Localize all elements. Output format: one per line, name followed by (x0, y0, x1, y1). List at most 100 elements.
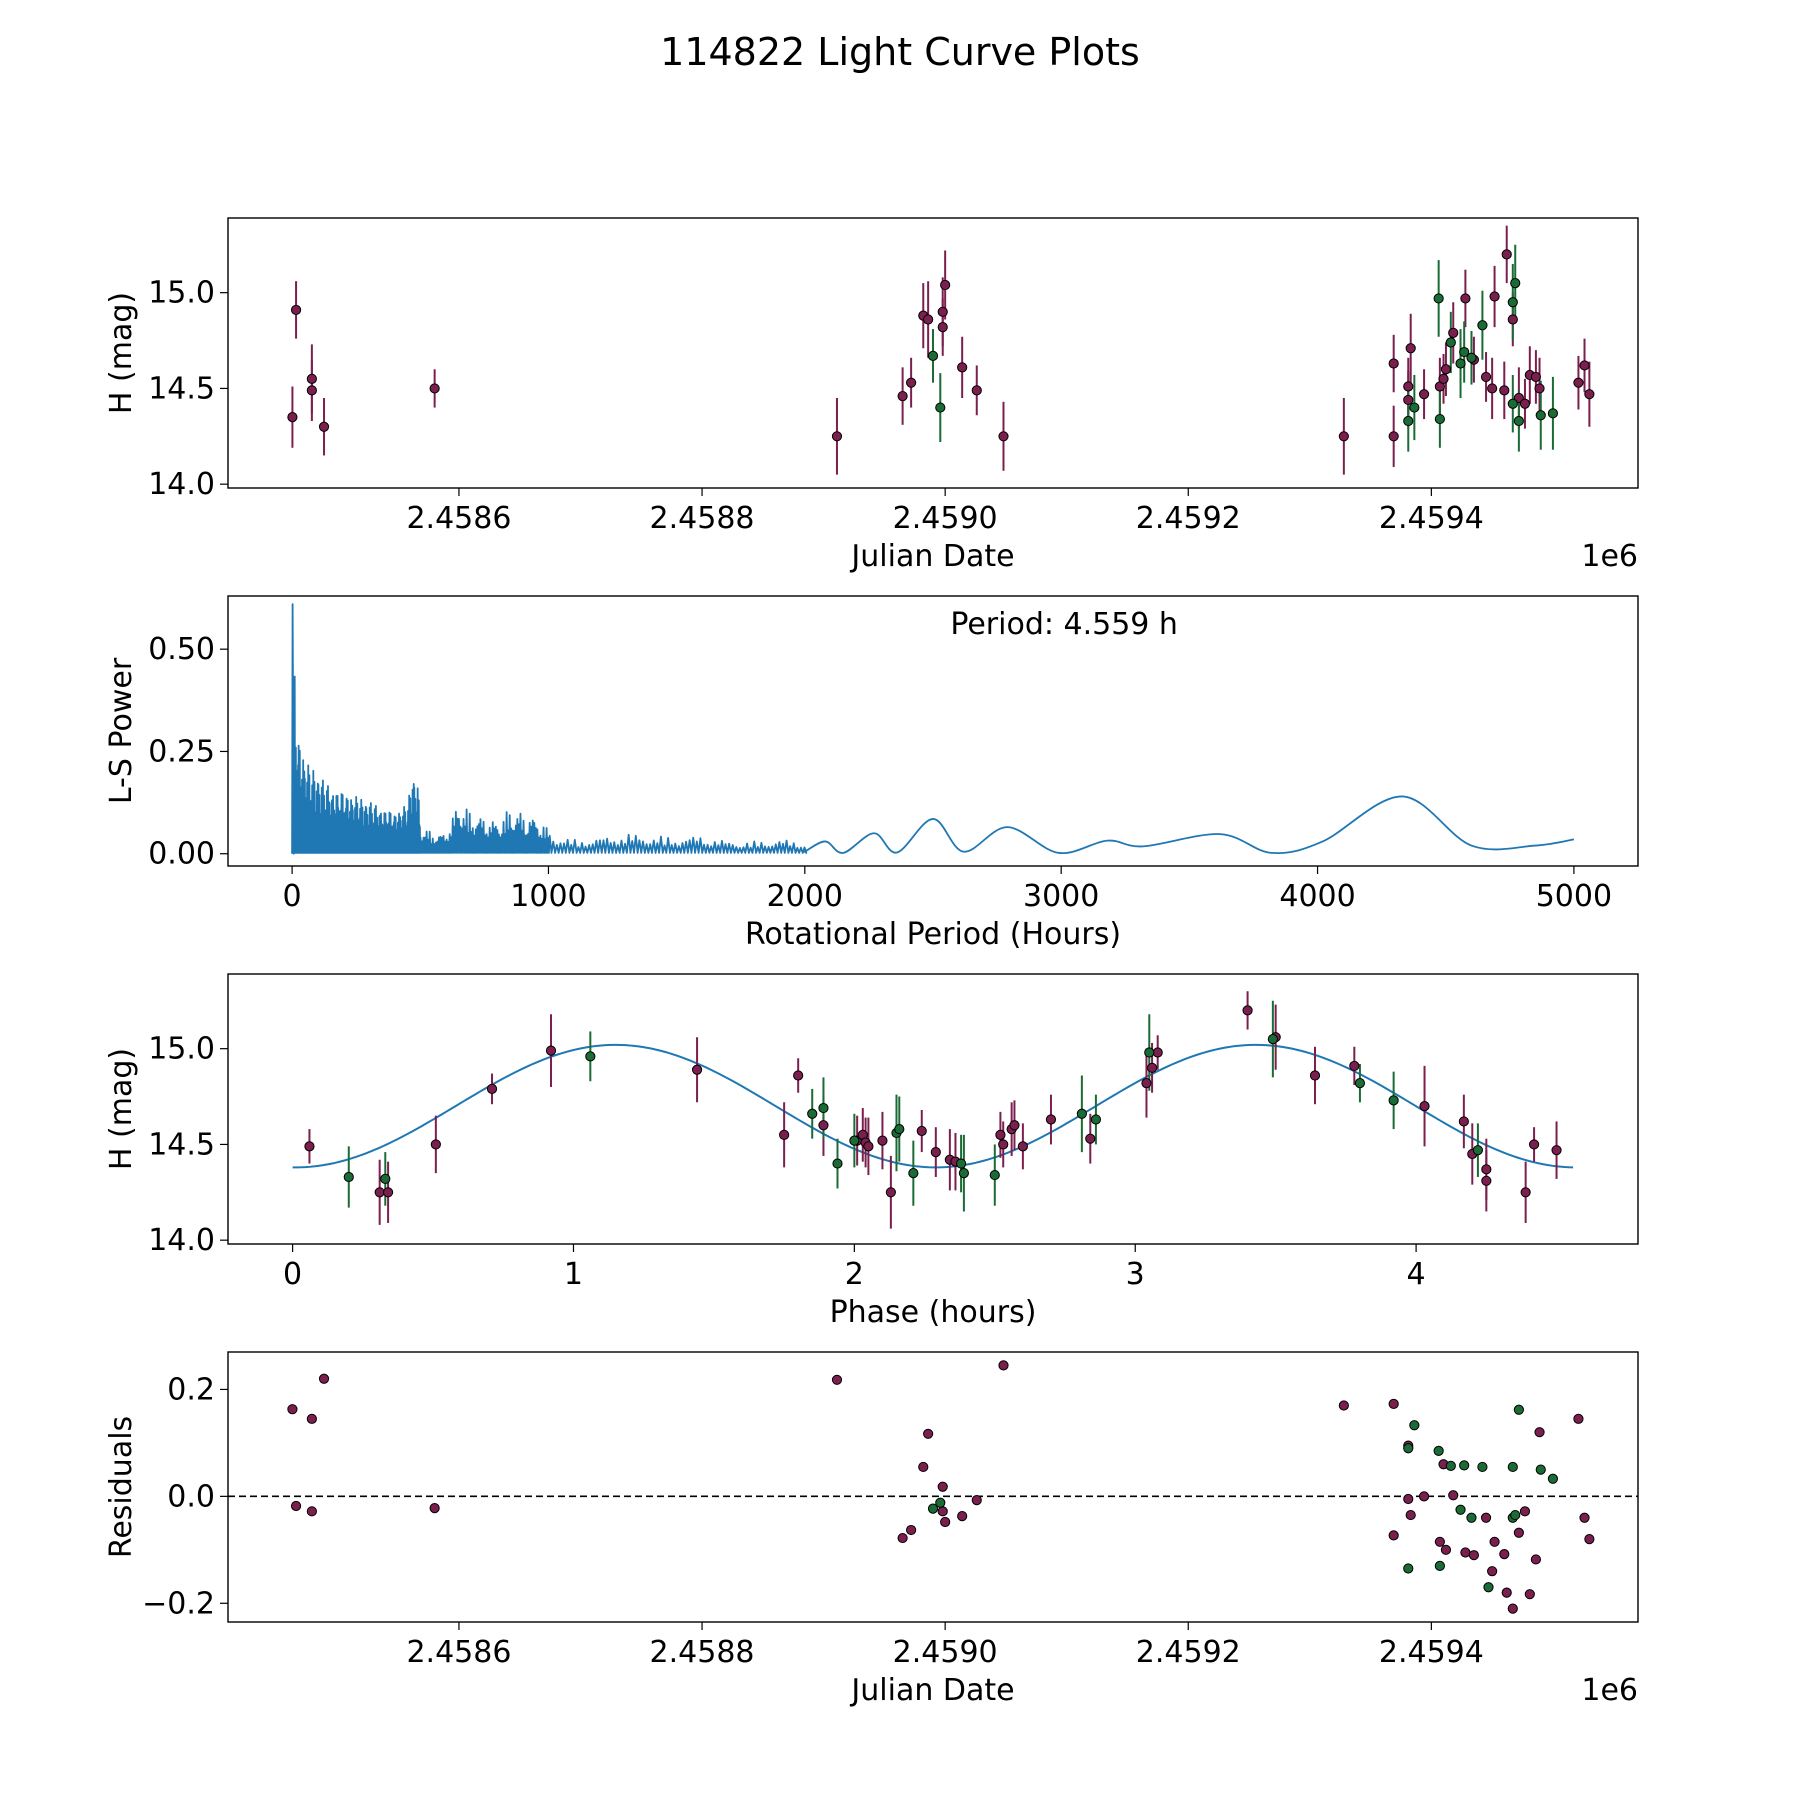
x-tick-label: 2.4588 (650, 1635, 755, 1670)
data-point-green (1535, 410, 1546, 421)
data-point-maroon (906, 1524, 917, 1536)
data-point-maroon (486, 1083, 498, 1094)
data-point-green (1409, 402, 1420, 413)
data-point-maroon (1468, 1550, 1480, 1561)
data-point-green (1459, 1460, 1470, 1471)
data-point-maroon (1487, 1566, 1498, 1577)
data-point-green (955, 1158, 967, 1169)
data-point-green (1507, 398, 1518, 409)
data-point-maroon (1338, 431, 1349, 442)
x-axis-label: Julian Date (849, 1673, 1014, 1708)
y-tick-label: 14.0 (148, 467, 215, 502)
y-tick-label: 0.00 (148, 837, 215, 872)
data-point-maroon (1513, 392, 1524, 404)
y-tick-label: 15.0 (148, 1032, 215, 1067)
x-tick-label: 1000 (510, 879, 586, 914)
x-axis-label: Rotational Period (Hours) (745, 917, 1121, 952)
data-point-maroon (937, 1481, 948, 1492)
data-point-green (1477, 320, 1488, 331)
y-tick-label: 14.5 (148, 371, 215, 406)
data-point-maroon (1551, 1145, 1562, 1156)
panel-lightcurve: 2.4586 2.4588 2.4590 2.4592 2.4594 14.0 14.5 15… (104, 217, 1639, 574)
data-point-maroon (1501, 1587, 1512, 1598)
data-point-maroon (793, 1070, 804, 1081)
data-point-maroon (906, 377, 917, 388)
data-point-green (908, 1168, 919, 1179)
data-point-maroon (1419, 1101, 1430, 1112)
data-point-maroon (1489, 291, 1500, 302)
data-point-maroon (306, 385, 317, 396)
y-tick-label: 14.0 (148, 1223, 215, 1258)
axes-frame-residuals (227, 1351, 1639, 1623)
data-point-maroon (998, 1139, 1009, 1150)
y-tick-label: 0.2 (167, 1372, 215, 1407)
panel-phase: 0 1 2 3 4 14.0 14.5 15.0 Phase (hours) H (mag) (104, 973, 1639, 1330)
data-point-maroon (1388, 358, 1399, 369)
plot-area-periodogram (291, 603, 1575, 855)
data-point-maroon (1513, 1527, 1524, 1538)
x-tick-label: 2.4590 (893, 501, 998, 536)
data-point-green (1507, 297, 1518, 308)
data-point-maroon (1403, 1493, 1414, 1505)
data-point-maroon (382, 1187, 394, 1198)
x-offset-label: 1e6 (1581, 539, 1638, 574)
data-point-maroon (916, 1125, 927, 1137)
data-point-maroon (318, 421, 330, 432)
data-point-maroon (290, 304, 302, 316)
data-point-green (1455, 358, 1466, 369)
data-point-green (1409, 1420, 1420, 1431)
data-point-maroon (429, 383, 440, 394)
data-point-maroon (1440, 1544, 1452, 1555)
x-tick-label: 0 (283, 1257, 302, 1292)
x-tick-label: 1 (564, 1257, 583, 1292)
data-point-maroon (1519, 1506, 1531, 1517)
y-tick-label: 0.50 (148, 632, 215, 667)
data-point-green (1472, 1145, 1484, 1156)
data-point-maroon (304, 1141, 315, 1152)
data-point-maroon (923, 1428, 934, 1439)
data-point-maroon (1507, 1603, 1518, 1614)
axes-frame-phase (227, 973, 1639, 1245)
data-point-maroon (923, 314, 934, 325)
data-point-maroon (1438, 373, 1449, 384)
data-point-green (585, 1051, 596, 1062)
y-tick-label: 15.0 (148, 276, 215, 311)
data-point-maroon (1152, 1047, 1163, 1058)
data-point-maroon (1388, 1530, 1399, 1541)
data-point-maroon (1534, 1427, 1545, 1438)
data-point-maroon (1499, 1548, 1510, 1560)
x-axis-label: Julian Date (849, 539, 1014, 574)
y-axis-label: H (mag) (104, 292, 139, 414)
data-point-maroon (691, 1064, 703, 1075)
data-point-green (1354, 1078, 1366, 1089)
data-point-maroon (930, 1146, 941, 1158)
data-point-green (1267, 1034, 1278, 1045)
data-point-maroon (1579, 1512, 1590, 1523)
data-point-maroon (1309, 1070, 1321, 1081)
data-point-maroon (1434, 1536, 1445, 1547)
data-point-maroon (287, 412, 298, 423)
periodogram-line (291, 603, 1575, 855)
x-tick-label: 2.4586 (406, 501, 511, 536)
data-point-green (935, 1497, 946, 1508)
data-point-maroon (1405, 1509, 1416, 1521)
data-point-maroon (287, 1404, 298, 1415)
data-point-maroon (1520, 1187, 1531, 1198)
data-point-maroon (937, 1506, 948, 1517)
data-point-green (849, 1135, 860, 1146)
data-point-green (1510, 278, 1521, 289)
x-tick-label: 2 (845, 1257, 864, 1292)
plot-area-lightcurve (287, 225, 1595, 475)
data-point-maroon (1146, 1062, 1158, 1073)
data-point-maroon (1501, 249, 1512, 260)
data-point-green (1535, 1464, 1546, 1475)
data-point-maroon (940, 279, 951, 291)
data-point-green (1477, 1461, 1488, 1473)
data-point-maroon (1487, 383, 1498, 394)
data-point-green (832, 1158, 843, 1169)
x-tick-label: 3000 (1023, 879, 1099, 914)
data-point-maroon (818, 1120, 829, 1131)
data-point-green (1433, 293, 1444, 304)
x-tick-label: 2.4588 (650, 501, 755, 536)
data-point-maroon (545, 1045, 557, 1056)
